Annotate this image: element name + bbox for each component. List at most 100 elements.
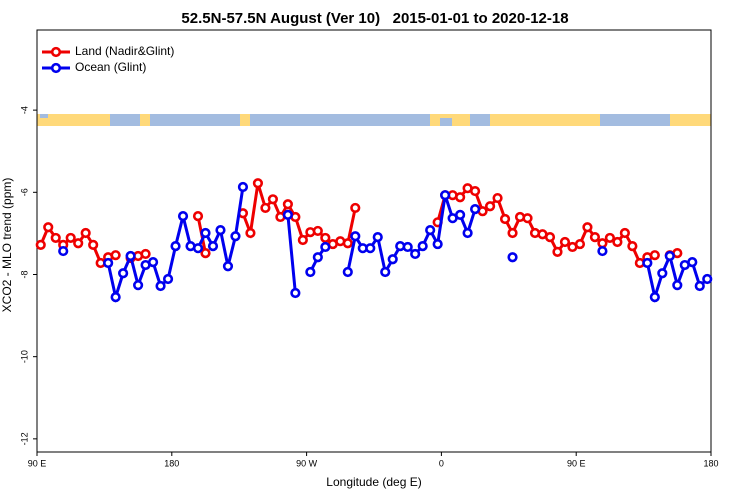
data-point [215, 225, 226, 236]
data-point [350, 202, 361, 214]
data-point [162, 273, 174, 285]
data-point [455, 209, 466, 221]
y-tick-label: -12 [19, 432, 29, 445]
x-tick-label: 180 [703, 458, 718, 468]
data-point [88, 239, 99, 251]
data-point [110, 250, 121, 261]
data-point [559, 236, 571, 248]
data-point [664, 250, 675, 262]
data-point [462, 227, 473, 239]
data-point [627, 241, 638, 252]
data-point [574, 238, 586, 250]
data-point [125, 250, 136, 262]
data-point [455, 192, 466, 203]
legend-marker [50, 62, 62, 74]
data-point [192, 243, 204, 254]
y-tick-label: -4 [19, 106, 29, 114]
data-point [672, 280, 683, 291]
data-point [425, 225, 436, 236]
data-point [50, 232, 61, 244]
x-axis-label: Longitude (deg E) [326, 475, 421, 489]
data-point [133, 280, 144, 291]
data-point [312, 225, 323, 237]
data-point [694, 280, 705, 292]
data-point [230, 231, 241, 242]
data-point [440, 190, 451, 201]
data-point [522, 213, 533, 224]
data-point [200, 248, 211, 259]
data-point [432, 238, 443, 250]
x-tick-label: 180 [164, 458, 179, 468]
x-tick-label: 0 [439, 458, 444, 468]
data-point [470, 204, 481, 215]
data-point [484, 201, 496, 212]
chart-title: 52.5N-57.5N August (Ver 10) 2015-01-01 t… [181, 10, 568, 27]
data-point [222, 261, 234, 272]
data-point [410, 248, 421, 260]
data-point [312, 252, 323, 263]
data-point [207, 241, 219, 252]
data-point [267, 194, 279, 205]
data-point [282, 199, 293, 210]
data-point [552, 246, 563, 257]
data-point [342, 266, 353, 278]
data-point [140, 248, 151, 260]
data-point [350, 231, 361, 242]
data-point [604, 232, 616, 244]
data-point [118, 268, 129, 279]
data-point [380, 266, 391, 278]
y-axis-label: XCO2 - MLO trend (ppm) [0, 178, 14, 313]
data-point [80, 227, 91, 239]
data-point [35, 239, 46, 251]
data-point [657, 268, 668, 279]
data-point [147, 257, 159, 268]
data-point [702, 273, 713, 285]
data-point [237, 181, 249, 193]
data-point [192, 211, 204, 222]
data-point [582, 222, 593, 233]
data-point [110, 291, 121, 303]
data-point [65, 232, 76, 244]
data-point [58, 245, 69, 257]
data-point [499, 213, 511, 225]
data-point [649, 250, 660, 261]
legend-marker [50, 46, 62, 58]
data-point [342, 238, 353, 249]
data-point [687, 257, 698, 268]
data-point [649, 291, 660, 303]
data-point [43, 222, 54, 233]
data-point [470, 185, 481, 197]
data-point [170, 241, 181, 252]
data-point [103, 257, 114, 269]
data-point [507, 227, 518, 239]
data-point [372, 231, 383, 243]
data-point [492, 192, 503, 204]
data-point [417, 241, 428, 252]
data-point [200, 227, 211, 239]
x-tick-label: 90 W [296, 458, 318, 468]
data-point [507, 252, 518, 263]
data-point [544, 231, 556, 243]
data-point [320, 232, 331, 244]
x-tick-label: 90 E [28, 458, 47, 468]
data-point [155, 280, 166, 292]
data-point [365, 243, 376, 254]
data-point [320, 241, 331, 253]
y-tick-label: -6 [19, 188, 29, 196]
y-tick-label: -8 [19, 270, 29, 278]
data-point [245, 227, 256, 239]
data-point [612, 236, 623, 248]
data-point [619, 227, 630, 239]
data-point [597, 238, 608, 249]
data-point [73, 238, 84, 249]
y-tick-label: -10 [19, 350, 29, 363]
data-point [260, 202, 271, 214]
data-point [297, 234, 308, 246]
legend-label: Ocean (Glint) [75, 60, 146, 74]
plot-frame [36, 29, 712, 453]
data-point [387, 254, 398, 265]
legend-label: Land (Nadir&Glint) [75, 44, 174, 58]
land-ocean-strip [37, 114, 711, 126]
data-point [252, 178, 264, 189]
